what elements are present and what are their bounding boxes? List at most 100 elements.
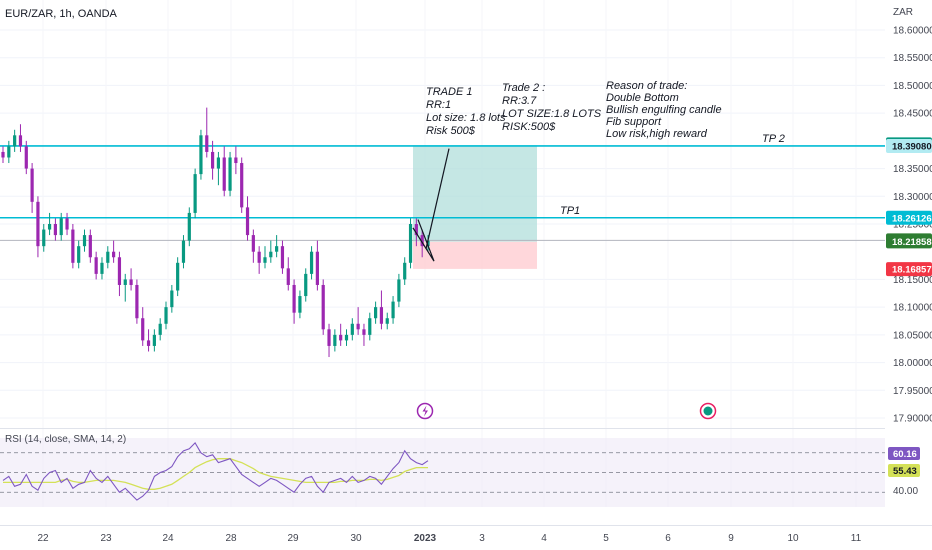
- y-tick-label: 18.50000: [893, 81, 932, 92]
- candle-body: [53, 224, 57, 236]
- x-tick-label: 3: [479, 533, 485, 544]
- candle-body: [321, 284, 325, 330]
- time-axis[interactable]: 22 23 24 28 29 30 2023 3 4 5 6 9 10 11: [37, 533, 861, 544]
- rsi-level-label: 40.00: [893, 486, 918, 497]
- candle-body: [123, 279, 127, 285]
- candle-body: [315, 251, 319, 285]
- svg-text:60.16: 60.16: [893, 449, 917, 460]
- candle-body: [379, 307, 384, 324]
- candle-body: [112, 251, 116, 258]
- candle-body: [158, 323, 162, 335]
- reason-line-5: Low risk,high reward: [606, 128, 708, 140]
- currency-label: ZAR: [893, 7, 913, 18]
- candle-body: [82, 235, 87, 247]
- y-tick-label: 18.25000: [893, 220, 932, 231]
- price-tag: [886, 262, 932, 277]
- candle-body: [362, 329, 366, 335]
- candle-body: [368, 318, 372, 335]
- price-tag-label: 18.26126: [892, 213, 932, 224]
- x-tick-label: 5: [603, 533, 609, 544]
- rsi-label[interactable]: RSI (14, close, SMA, 14, 2): [5, 434, 126, 445]
- candle-body: [36, 201, 40, 247]
- y-tick-label: 18.45000: [893, 109, 932, 120]
- candle-body: [13, 135, 17, 147]
- calendar-event-icon[interactable]: [699, 402, 717, 420]
- candle-body: [176, 262, 180, 291]
- x-tick-label: 9: [728, 533, 734, 544]
- x-tick-label: 28: [225, 533, 237, 544]
- candle-body: [251, 235, 255, 252]
- candle-body: [327, 329, 331, 346]
- projection-triangle: [412, 219, 435, 262]
- candle-body: [263, 257, 267, 263]
- candle-body: [187, 212, 191, 241]
- candle-body: [269, 251, 273, 258]
- candle-body: [129, 279, 133, 285]
- y-tick-label: 18.35000: [893, 164, 932, 175]
- y-tick-label: 18.15000: [893, 275, 932, 286]
- candle-body: [30, 168, 34, 202]
- candle-body: [117, 257, 122, 285]
- price-tag-label: 18.21858: [892, 237, 932, 248]
- x-tick-label: 30: [350, 533, 362, 544]
- target-zone: [413, 145, 537, 242]
- candle-body: [240, 163, 244, 208]
- x-tick-label: 24: [162, 533, 174, 544]
- candle-body: [374, 307, 378, 319]
- candle-body: [199, 135, 203, 175]
- x-tick-label: 4: [541, 533, 547, 544]
- y-tick-label: 18.60000: [893, 26, 932, 37]
- candle-body: [385, 318, 389, 324]
- price-tag-label: 18.16857: [892, 265, 932, 276]
- trade2-line-2: RR:3.7: [502, 95, 537, 107]
- y-tick-label: 18.00000: [893, 358, 932, 369]
- y-tick-label: 18.10000: [893, 303, 932, 314]
- candle-body: [106, 251, 110, 263]
- price-tag: [886, 234, 932, 249]
- candle-body: [1, 151, 5, 158]
- candle-body: [245, 207, 250, 236]
- stop-zone: [413, 241, 537, 269]
- projection-line: [425, 148, 450, 250]
- candle-body: [292, 284, 296, 313]
- candle-body: [426, 240, 430, 247]
- candle-body: [24, 146, 28, 169]
- candle-body: [304, 273, 308, 297]
- candle-body: [47, 224, 52, 230]
- candle-body: [77, 246, 81, 263]
- tp2-label[interactable]: TP 2: [762, 133, 785, 145]
- trade1-line-2: RR:1: [426, 99, 451, 111]
- trade1-line-1: TRADE 1: [426, 86, 472, 98]
- y-tick-label: 17.90000: [893, 414, 932, 425]
- reason-line-4: Fib support: [606, 116, 662, 128]
- candle-body: [146, 340, 151, 346]
- tp1-label[interactable]: TP1: [560, 205, 580, 217]
- annotation-trade2[interactable]: Trade 2 : RR:3.7 LOT SIZE:1.8 LOTS RISK:…: [502, 82, 602, 133]
- y-tick-label: 18.30000: [893, 192, 932, 203]
- candle-body: [59, 218, 63, 236]
- y-tick-label: 17.95000: [893, 386, 932, 397]
- trade2-line-4: RISK:500$: [502, 121, 556, 133]
- candle-body: [228, 157, 232, 191]
- candle-body: [339, 334, 343, 341]
- candle-body: [141, 318, 145, 341]
- candle-body: [193, 174, 197, 213]
- annotation-trade1[interactable]: TRADE 1 RR:1 Lot size: 1.8 lots Risk 500…: [426, 86, 506, 137]
- candle-body: [42, 229, 46, 247]
- annotation-reason[interactable]: Reason of trade: Double Bottom Bullish e…: [606, 80, 722, 140]
- candle-body: [152, 334, 156, 346]
- candle-body: [7, 146, 11, 158]
- x-tick-label: 11: [851, 533, 862, 544]
- price-tag-label: 18.39080: [892, 141, 932, 152]
- x-tick-label: 29: [287, 533, 299, 544]
- candle-body: [205, 135, 209, 152]
- candle-body: [280, 246, 285, 269]
- lightning-icon[interactable]: [416, 402, 434, 420]
- y-tick-label: 18.55000: [893, 53, 932, 64]
- candle-body: [350, 323, 354, 335]
- rsi-value-tag: 60.16: [888, 447, 920, 460]
- rsi-sma-tag: 55.43: [888, 464, 920, 477]
- trade1-line-3: Lot size: 1.8 lots: [426, 112, 506, 124]
- candle-body: [88, 235, 92, 258]
